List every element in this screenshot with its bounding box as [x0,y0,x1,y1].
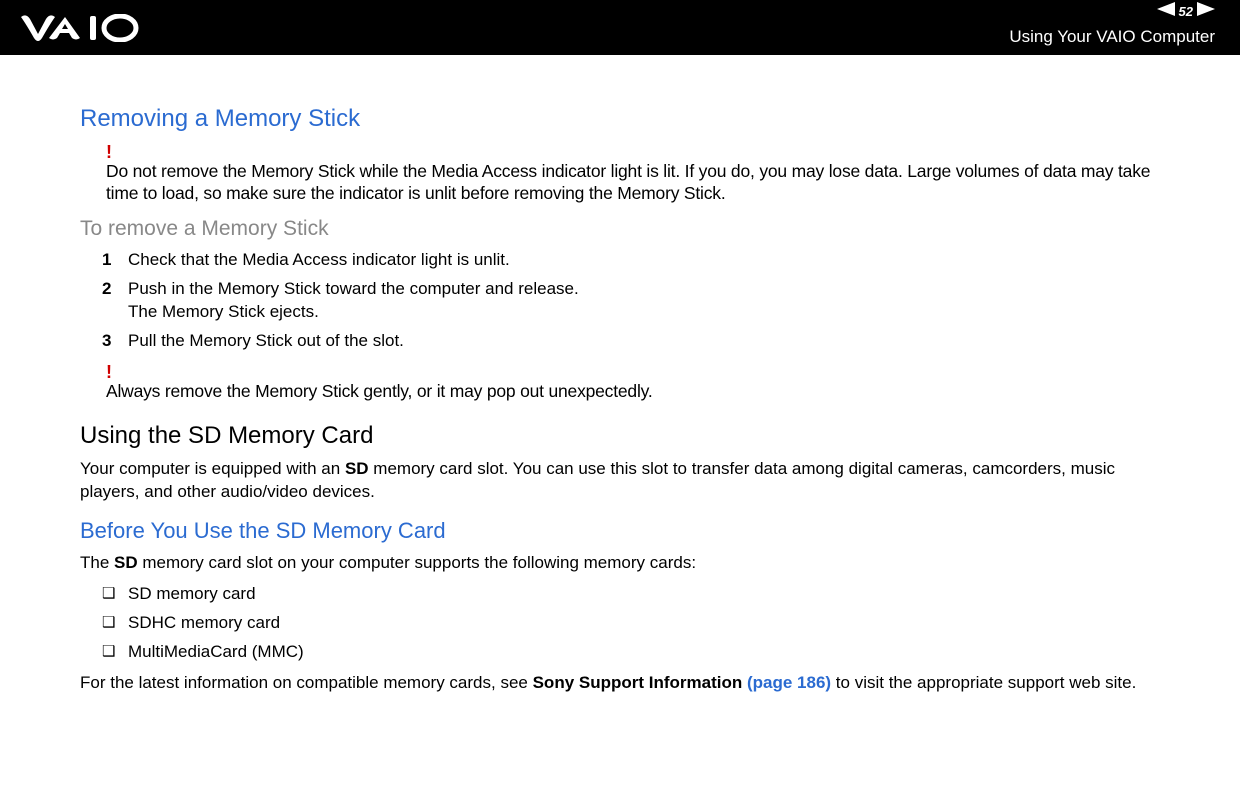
step-number: 3 [102,330,128,353]
bullet-text: SD memory card [128,583,256,606]
warning-icon: ! [106,363,1160,381]
text-fragment: to visit the appropriate support web sit… [831,673,1136,692]
bullet-icon: ❑ [102,641,128,662]
sd-support-intro: The SD memory card slot on your computer… [80,552,1160,575]
step-text: Check that the Media Access indicator li… [128,249,510,272]
subheading-to-remove: To remove a Memory Stick [80,217,1160,241]
step-item: 1 Check that the Media Access indicator … [102,249,1160,272]
step-text-line1: Push in the Memory Stick toward the comp… [128,279,579,298]
bullet-text: MultiMediaCard (MMC) [128,641,304,664]
text-fragment: The [80,553,114,572]
step-text: Pull the Memory Stick out of the slot. [128,330,404,353]
step-number: 1 [102,249,128,272]
step-text-line2: The Memory Stick ejects. [128,302,319,321]
bullet-icon: ❑ [102,583,128,604]
steps-list: 1 Check that the Media Access indicator … [102,249,1160,353]
bullet-list: ❑ SD memory card ❑ SDHC memory card ❑ Mu… [102,583,1160,664]
text-bold: SD [345,459,369,478]
text-fragment: memory card slot on your computer suppor… [138,553,696,572]
warning-icon: ! [106,143,1160,161]
warning-block-2: ! Always remove the Memory Stick gently,… [106,363,1160,403]
list-item: ❑ SD memory card [102,583,1160,606]
step-item: 3 Pull the Memory Stick out of the slot. [102,330,1160,353]
prev-page-arrow[interactable] [1157,2,1175,21]
header-bar: 52 Using Your VAIO Computer [0,0,1240,55]
page-link[interactable]: (page 186) [747,673,831,692]
list-item: ❑ MultiMediaCard (MMC) [102,641,1160,664]
page-nav: 52 [1157,2,1215,21]
heading-using-sd: Using the SD Memory Card [80,422,1160,450]
text-fragment: Your computer is equipped with an [80,459,345,478]
warning-block-1: ! Do not remove the Memory Stick while t… [106,143,1160,205]
text-bold: SD [114,553,138,572]
vaio-logo [20,14,150,47]
list-item: ❑ SDHC memory card [102,612,1160,635]
text-fragment: For the latest information on compatible… [80,673,533,692]
page-content: Removing a Memory Stick ! Do not remove … [0,55,1240,721]
next-page-arrow[interactable] [1197,2,1215,21]
sd-footer-paragraph: For the latest information on compatible… [80,672,1160,695]
bullet-icon: ❑ [102,612,128,633]
header-section-title: Using Your VAIO Computer [1009,27,1215,47]
warning-text-2: Always remove the Memory Stick gently, o… [106,381,1160,403]
bullet-text: SDHC memory card [128,612,280,635]
heading-removing-memory-stick: Removing a Memory Stick [80,105,1160,133]
warning-text-1: Do not remove the Memory Stick while the… [106,161,1160,205]
sd-intro-paragraph: Your computer is equipped with an SD mem… [80,458,1160,504]
text-bold: Sony Support Information [533,673,747,692]
step-number: 2 [102,278,128,324]
heading-before-sd: Before You Use the SD Memory Card [80,518,1160,544]
step-item: 2 Push in the Memory Stick toward the co… [102,278,1160,324]
step-text: Push in the Memory Stick toward the comp… [128,278,579,324]
page-number: 52 [1179,4,1193,19]
